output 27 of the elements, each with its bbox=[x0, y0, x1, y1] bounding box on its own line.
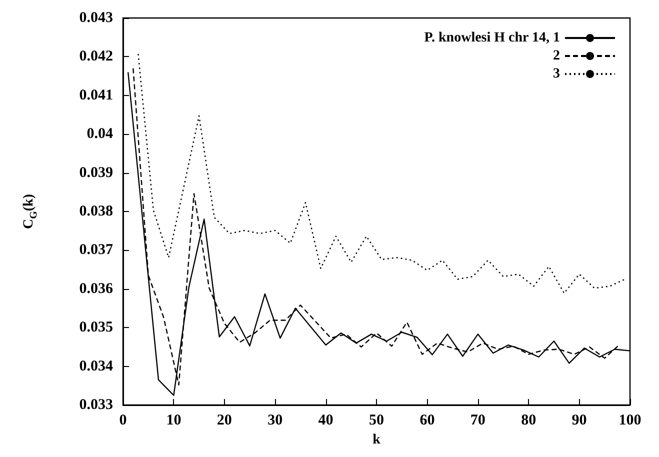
x-tick-label: 20 bbox=[216, 412, 232, 428]
y-tick-label: 0.033 bbox=[79, 397, 113, 413]
legend-label: 3 bbox=[553, 66, 560, 82]
y-tick-label: 0.035 bbox=[79, 320, 113, 336]
y-tick-label: 0.042 bbox=[79, 48, 113, 65]
y-tick-label: 0.04 bbox=[86, 126, 114, 142]
y-tick-label: 0.036 bbox=[79, 280, 114, 297]
x-tick-label: 10 bbox=[166, 412, 182, 428]
y-axis-title: CG(k) bbox=[22, 194, 40, 230]
x-tick-label: 0 bbox=[119, 412, 127, 428]
x-tick-label: 90 bbox=[572, 412, 587, 428]
x-tick-label: 50 bbox=[369, 412, 384, 428]
x-tick-label: 70 bbox=[470, 412, 486, 428]
x-tick-label: 40 bbox=[318, 412, 334, 428]
x-tick-label: 100 bbox=[618, 412, 642, 428]
y-tick-label: 0.039 bbox=[79, 164, 113, 181]
y-tick-label: 0.034 bbox=[79, 358, 114, 374]
x-axis-title: k bbox=[372, 432, 381, 448]
y-tick-label: 0.037 bbox=[79, 242, 114, 258]
x-tick-label: 30 bbox=[268, 412, 283, 428]
y-tick-label: 0.041 bbox=[79, 87, 113, 104]
y-tick-label: 0.043 bbox=[79, 10, 113, 26]
legend-label: P. knowlesi H chr 14, 1 bbox=[424, 30, 560, 46]
x-tick-label: 60 bbox=[420, 412, 435, 428]
legend-label: 2 bbox=[553, 48, 560, 64]
x-tick-label: 80 bbox=[521, 412, 536, 428]
y-tick-label: 0.038 bbox=[79, 204, 113, 220]
